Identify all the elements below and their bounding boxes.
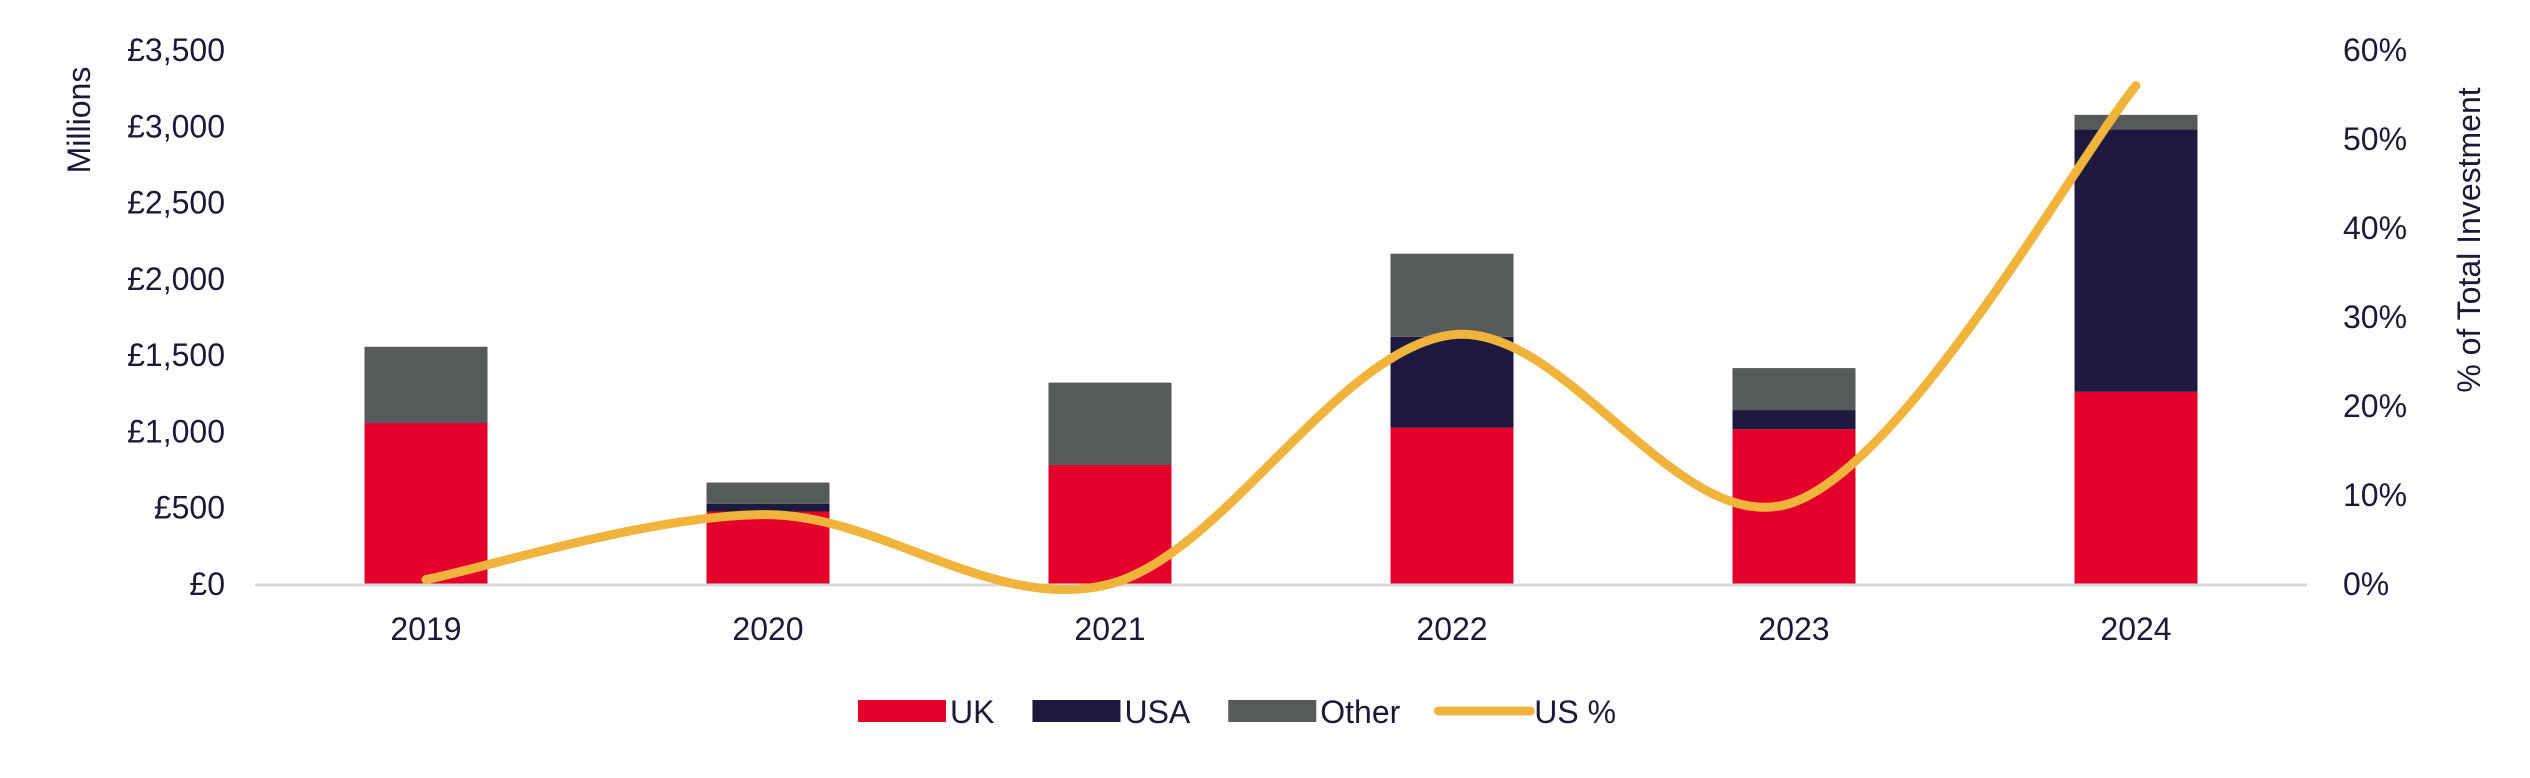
bar-other-2021 [1048, 382, 1172, 465]
y-axis-label: Millions [61, 67, 97, 174]
legend-item-usa: USA [1032, 694, 1191, 730]
legend-label: USA [1124, 694, 1190, 730]
legend-swatch [1032, 700, 1121, 722]
bar-uk-2024 [2074, 391, 2198, 584]
bar-other-2022 [1390, 253, 1514, 337]
y2-tick-label: 30% [2343, 299, 2407, 335]
y-tick-label: £1,500 [127, 337, 225, 373]
bar-uk-2020 [706, 511, 830, 584]
y2-tick-label: 20% [2343, 388, 2407, 424]
x-tick-label: 2022 [1416, 611, 1487, 647]
legend-label: UK [950, 694, 994, 730]
y2-tick-label: 60% [2343, 32, 2407, 68]
y2-axis-label: % of Total Investment [2451, 87, 2487, 392]
y-tick-label: £3,500 [127, 32, 225, 68]
legend-item-other: Other [1228, 694, 1401, 730]
y2-tick-label: 40% [2343, 210, 2407, 246]
x-tick-label: 2020 [732, 611, 803, 647]
y2-tick-label: 10% [2343, 477, 2407, 513]
legend-label: US % [1534, 694, 1616, 730]
y2-tick-label: 0% [2343, 566, 2389, 602]
bar-usa-2024 [2074, 129, 2198, 392]
y2-tick-label: 50% [2343, 121, 2407, 157]
y-tick-label: £500 [154, 490, 225, 526]
x-tick-label: 2021 [1074, 611, 1145, 647]
x-tick-label: 2024 [2100, 611, 2171, 647]
bar-usa-2023 [1732, 410, 1856, 430]
bar-other-2023 [1732, 368, 1856, 411]
legend-label: Other [1320, 694, 1400, 730]
x-tick-label: 2019 [390, 611, 461, 647]
legend-swatch [1228, 700, 1317, 722]
bar-other-2024 [2074, 114, 2198, 130]
y-tick-label: £2,500 [127, 185, 225, 221]
bar-uk-2022 [1390, 427, 1514, 584]
legend-swatch [858, 700, 946, 722]
y-tick-label: £1,000 [127, 413, 225, 449]
y-tick-label: £0 [189, 566, 225, 602]
bar-other-2020 [706, 482, 830, 504]
bar-other-2019 [364, 346, 488, 424]
legend-item-uk: UK [858, 694, 994, 730]
y-tick-label: £3,000 [127, 108, 225, 144]
bar-usa-2020 [706, 503, 830, 512]
x-tick-label: 2023 [1758, 611, 1829, 647]
legend-item-us-: US % [1433, 694, 1616, 730]
bar-uk-2019 [364, 423, 488, 584]
y-tick-label: £2,000 [127, 261, 225, 297]
line-us-percent [421, 81, 2141, 595]
